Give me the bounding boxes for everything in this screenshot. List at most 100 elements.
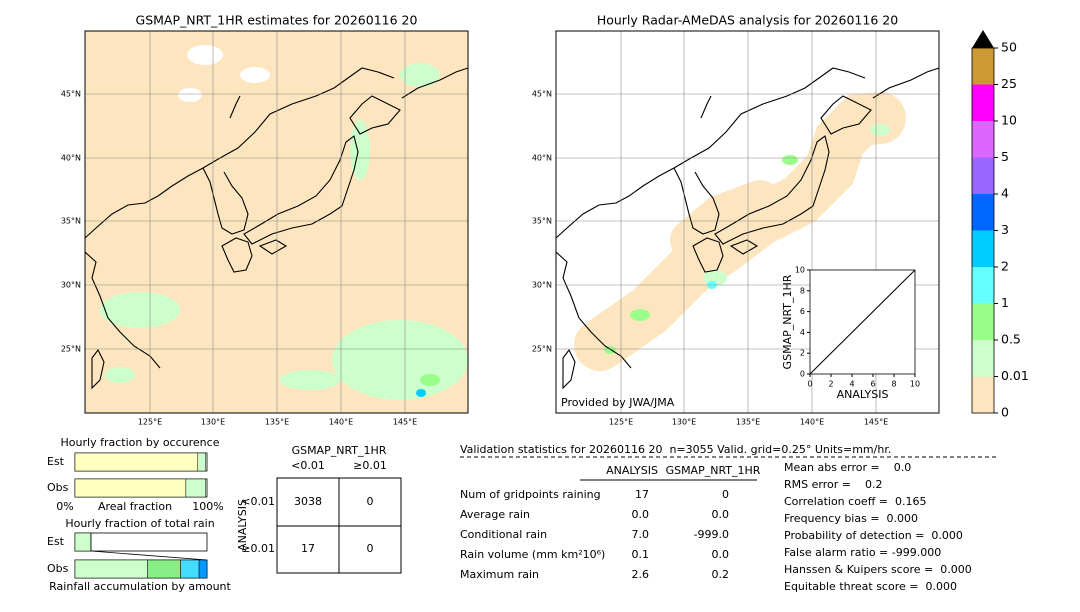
colorbar-label: 4 [1001, 186, 1009, 201]
row-label: Est [47, 455, 65, 468]
row-label: Obs [47, 481, 69, 494]
colorbar-segment [972, 84, 994, 121]
validation-statistics: Validation statistics for 20260116 20 n=… [460, 443, 996, 593]
stat-value: 0.2 [712, 568, 730, 581]
bar-frame [74, 532, 208, 552]
colorbar-label: 10 [1001, 113, 1017, 128]
lon-label: 145°E [864, 418, 888, 427]
fraction-segment [198, 559, 208, 579]
colorbar-segment [972, 303, 994, 340]
colorbar-label: 50 [1001, 40, 1017, 55]
row-label: Est [47, 535, 65, 548]
stat-value: 0 [722, 488, 729, 501]
stat-value: 7.0 [632, 528, 650, 541]
colorbar-segment [972, 157, 994, 194]
stat-value: 2.6 [632, 568, 650, 581]
stat-label: Conditional rain [460, 528, 547, 541]
stat-value: 17 [635, 488, 649, 501]
fraction-charts: Hourly fraction by occurence Est Obs Areal … [47, 436, 232, 593]
x-axis-label: ANALYSIS [837, 388, 889, 401]
colorbar-label: 0 [1001, 405, 1009, 420]
row-title: ANALYSIS [236, 499, 249, 551]
colorbar-segment [972, 376, 994, 413]
map-frame [84, 30, 469, 414]
stat-value: -999.0 [694, 528, 729, 541]
rain-areas [100, 63, 468, 400]
colorbar-label: 0.01 [1001, 368, 1029, 383]
lon-label: 130°E [201, 418, 225, 427]
table-cell: 0 [367, 542, 374, 555]
axis-min: 0% [56, 500, 73, 513]
x-tick-label: 8 [891, 380, 896, 389]
x-tick-label: 2 [828, 380, 833, 389]
colorbar-extension [972, 30, 994, 48]
diagonal [809, 269, 916, 375]
lat-label: 40°N [532, 154, 552, 163]
y-tick-label: 8 [800, 286, 805, 295]
lon-label: 140°E [800, 418, 824, 427]
score: Hanssen & Kuipers score = 0.000 [784, 563, 972, 576]
stat-label: Num of gridpoints raining [460, 488, 601, 501]
lat-label: 45°N [532, 90, 552, 99]
row-header: ≥0.01 [241, 542, 275, 555]
y-tick-label: 0 [800, 370, 805, 379]
stat-value: 0.0 [632, 508, 650, 521]
fraction-segment [74, 532, 92, 552]
colorbar-label: 5 [1001, 149, 1009, 164]
colorbar-label: 3 [1001, 222, 1009, 237]
colorbar-segment [972, 194, 994, 231]
stat-value: 0.0 [712, 508, 730, 521]
fraction-title: Hourly fraction by occurence [61, 436, 220, 449]
fraction-segment [74, 478, 187, 498]
score: RMS error = 0.2 [784, 478, 882, 491]
colorbar-label: 1 [1001, 295, 1009, 310]
lat-label: 25°N [61, 345, 81, 354]
lon-label: 135°E [736, 418, 760, 427]
fraction-title: Hourly fraction of total rain [65, 517, 214, 530]
colorbar-label: 0.5 [1001, 332, 1021, 347]
score: Frequency bias = 0.000 [784, 512, 918, 525]
stat-value: 0.0 [712, 548, 730, 561]
lat-label: 40°N [61, 154, 81, 163]
lat-label: 45°N [61, 90, 81, 99]
fraction-segment [74, 559, 148, 579]
colorbar-label: 2 [1001, 259, 1009, 274]
table-cell: 0 [367, 495, 374, 508]
lat-label: 25°N [532, 345, 552, 354]
y-tick-label: 4 [800, 328, 805, 337]
col-header: ≥0.01 [353, 459, 387, 472]
stat-label: Maximum rain [460, 568, 539, 581]
lat-label: 30°N [532, 281, 552, 290]
col-header: <0.01 [291, 459, 325, 472]
colorbar-segment [972, 267, 994, 304]
lon-label: 135°E [265, 418, 289, 427]
rain-areas [604, 124, 890, 354]
y-tick-label: 10 [795, 266, 805, 275]
lat-label: 35°N [532, 217, 552, 226]
lon-label: 130°E [672, 418, 696, 427]
colorbar-segment [972, 230, 994, 267]
x-tick-label: 10 [910, 380, 920, 389]
lon-label: 125°E [138, 418, 162, 427]
stat-label: Rain volume (mm km²10⁶) [460, 548, 605, 561]
lat-label: 35°N [61, 217, 81, 226]
scatter-inset: 0 2 4 6 8 10 0 2 4 6 8 10 ANALYSIS GSMAP_NRT_1HR [781, 266, 920, 402]
colorbar-segment [972, 340, 994, 377]
map-frame [555, 30, 940, 414]
lon-label: 145°E [393, 418, 417, 427]
colorbar-label: 25 [1001, 76, 1017, 91]
no-data-areas [178, 45, 270, 102]
y-tick-label: 6 [800, 307, 805, 316]
score: Equitable threat score = 0.000 [784, 580, 957, 593]
lat-label: 30°N [61, 281, 81, 290]
map-title: GSMAP_NRT_1HR estimates for 20260116 20 [136, 13, 418, 28]
lon-label: 140°E [329, 418, 353, 427]
row-label: Obs [47, 562, 69, 575]
y-tick-label: 2 [800, 349, 805, 358]
fraction-segment [180, 559, 200, 579]
column-header: GSMAP_NRT_1HR [666, 464, 761, 477]
fraction-segment [74, 452, 199, 472]
column-header: ANALYSIS [606, 464, 658, 477]
axis-max: 100% [192, 500, 223, 513]
table-title: GSMAP_NRT_1HR [292, 444, 387, 457]
